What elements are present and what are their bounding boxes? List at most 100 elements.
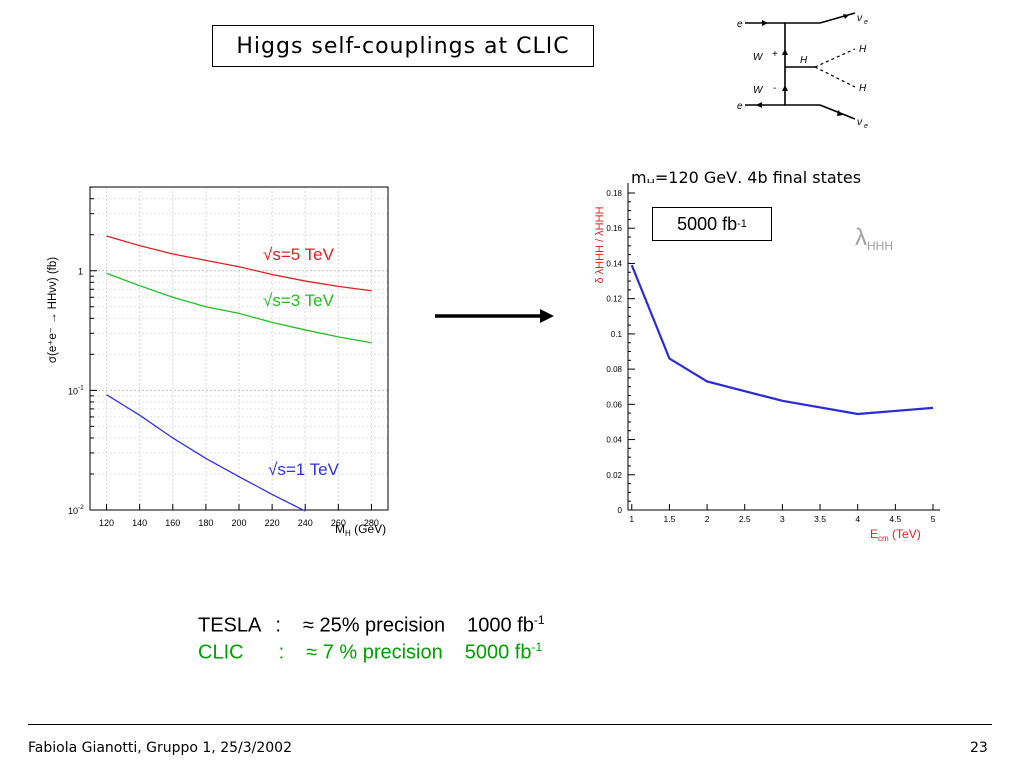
- left-chart-series: [106, 235, 372, 512]
- diagram-arrow: [782, 49, 788, 55]
- footer-divider: [28, 724, 992, 725]
- diagram-h-top-line: [814, 48, 856, 68]
- tesla-name: TESLA: [198, 614, 262, 637]
- diagram-label: H: [800, 55, 808, 66]
- clic-name: CLIC: [198, 641, 244, 664]
- right-chart-series: [630, 264, 934, 416]
- x-tick-label: 4.5: [889, 514, 901, 524]
- clic-sup: -1: [531, 640, 543, 654]
- diagram-arrow: [837, 110, 843, 116]
- x-tick-label: 3: [780, 514, 785, 524]
- series-line: [630, 264, 934, 416]
- arrow-right-icon: [435, 309, 554, 323]
- tesla-approx: ≈: [302, 614, 314, 637]
- x-tick-label: 120: [99, 518, 114, 528]
- left-chart-grid: [90, 186, 388, 511]
- precision-chart: 1 1.5 2 2.5 3 3.5 4 4.5 5 0 0.02 0.04 0.06 0.08 0.1 0.1…: [594, 183, 940, 543]
- diagram-arrow: [762, 20, 768, 26]
- left-chart-ylabel: σ(e⁺e⁻ → HHνν) (fb): [47, 257, 59, 363]
- x-tick-label: 3.5: [814, 514, 826, 524]
- y-tick-label: 0.16: [606, 224, 622, 233]
- xlabel-sub: H: [345, 529, 351, 538]
- right-chart-ticks: 1 1.5 2 2.5 3 3.5 4 4.5 5 0 0.02 0.04 0.06 0.08 0.1 0.1…: [606, 189, 935, 524]
- clic-lumi: 5000 fb: [464, 641, 532, 664]
- right-chart-xlabel: Ecm (TeV): [870, 527, 921, 543]
- y-tick-label: 0.04: [606, 436, 622, 445]
- tesla-sep: :: [275, 614, 281, 637]
- diagram-label: +: [772, 49, 778, 60]
- diagram-label: e: [737, 19, 743, 30]
- y-tick-label: 1: [78, 267, 83, 277]
- page-number: 23: [970, 740, 988, 756]
- right-chart-ylabel: δ λHHH / λHHH: [594, 206, 606, 283]
- diagram-label: W: [753, 85, 764, 96]
- feynman-diagram: e W + H H H W - e ν e ν e: [737, 12, 868, 130]
- series-line: [106, 272, 372, 344]
- x-tick-label: 200: [231, 518, 246, 528]
- x-tick-label: 240: [298, 518, 313, 528]
- x-tick-label: 1.5: [664, 514, 676, 524]
- x-tick-label: 2.5: [739, 514, 751, 524]
- diagram-h-bottom-line: [814, 66, 856, 88]
- x-tick-label: 280: [364, 518, 379, 528]
- series-line: [106, 394, 306, 512]
- y-tick-label: 0.06: [606, 400, 622, 409]
- x-tick-label: 1: [629, 514, 634, 524]
- legend-base: λ: [855, 224, 867, 251]
- diagram-label: H: [859, 44, 867, 55]
- x-tick-label: 140: [132, 518, 147, 528]
- diagram-label: H: [859, 83, 867, 94]
- left-chart-ticks: [90, 186, 372, 511]
- x-tick-label: 2: [705, 514, 710, 524]
- right-chart-legend: λHHH: [855, 224, 893, 253]
- diagram-label: -: [773, 83, 776, 94]
- series-label: √s=1 TeV: [268, 460, 340, 479]
- slide-title: Higgs self-couplings at CLIC: [212, 25, 594, 67]
- header-rest: =120 GeV, 4b final states: [654, 168, 862, 187]
- y-tick-label: 10-1: [68, 384, 84, 396]
- diagram-arrow: [782, 85, 788, 91]
- tesla-sup: -1: [533, 613, 545, 627]
- diagram-arrow: [843, 14, 849, 19]
- x-tick-label: 5: [931, 514, 936, 524]
- summary-clic: CLIC: ≈ 7 % precision 5000 fb-1: [198, 640, 542, 665]
- y-tick-label: 0.14: [606, 259, 622, 268]
- y-tick-label: 0.1: [611, 330, 623, 339]
- diagram-label: ν: [857, 13, 862, 24]
- x-tick-label: 4: [855, 514, 860, 524]
- x-tick-label: 260: [331, 518, 346, 528]
- xlabel-sub: cm: [878, 534, 889, 543]
- diagram-arrow: [756, 102, 762, 108]
- x-tick-label: 220: [265, 518, 280, 528]
- y-tick-label: 0.18: [606, 189, 622, 198]
- diagram-label: W: [753, 52, 764, 63]
- cross-section-chart: 120 140 160 180 200 220 240 260 280 1 10-1 10-2 √s=5…: [47, 186, 389, 538]
- series-line: [106, 235, 372, 292]
- y-tick-label: 10-2: [68, 504, 84, 516]
- x-tick-label: 180: [198, 518, 213, 528]
- left-chart-labels: 120 140 160 180 200 220 240 260 280 1 10-1 10-2 √s=5…: [68, 245, 379, 528]
- diagram-label: e: [864, 19, 868, 26]
- xlabel-unit: (GeV): [351, 522, 386, 536]
- diagram-label: e: [864, 123, 868, 130]
- x-tick-label: 160: [165, 518, 180, 528]
- lumi-sup: -1: [737, 218, 747, 230]
- y-tick-label: 0.08: [606, 365, 622, 374]
- y-tick-label: 0.12: [606, 295, 622, 304]
- xlabel-main: E: [870, 527, 878, 541]
- xlabel-unit: (TeV): [889, 527, 921, 541]
- tesla-lumi: 1000 fb: [467, 614, 534, 637]
- slide-title-text: Higgs self-couplings at CLIC: [236, 33, 570, 59]
- y-tick-label: 0: [618, 506, 623, 515]
- luminosity-box: 5000 fb -1: [652, 207, 772, 241]
- diagram-label: ν: [857, 117, 862, 128]
- lumi-text: 5000 fb: [677, 213, 738, 234]
- tesla-precision: 25% precision: [319, 614, 446, 637]
- series-label: √s=5 TeV: [263, 245, 335, 264]
- diagram-nu-top-line: [819, 12, 856, 24]
- header-m: m: [631, 168, 647, 187]
- clic-sep: :: [278, 641, 285, 664]
- diagram-nu-bottom-line: [819, 104, 856, 120]
- xlabel-main: M: [335, 522, 345, 536]
- legend-sub: HHH: [867, 239, 893, 253]
